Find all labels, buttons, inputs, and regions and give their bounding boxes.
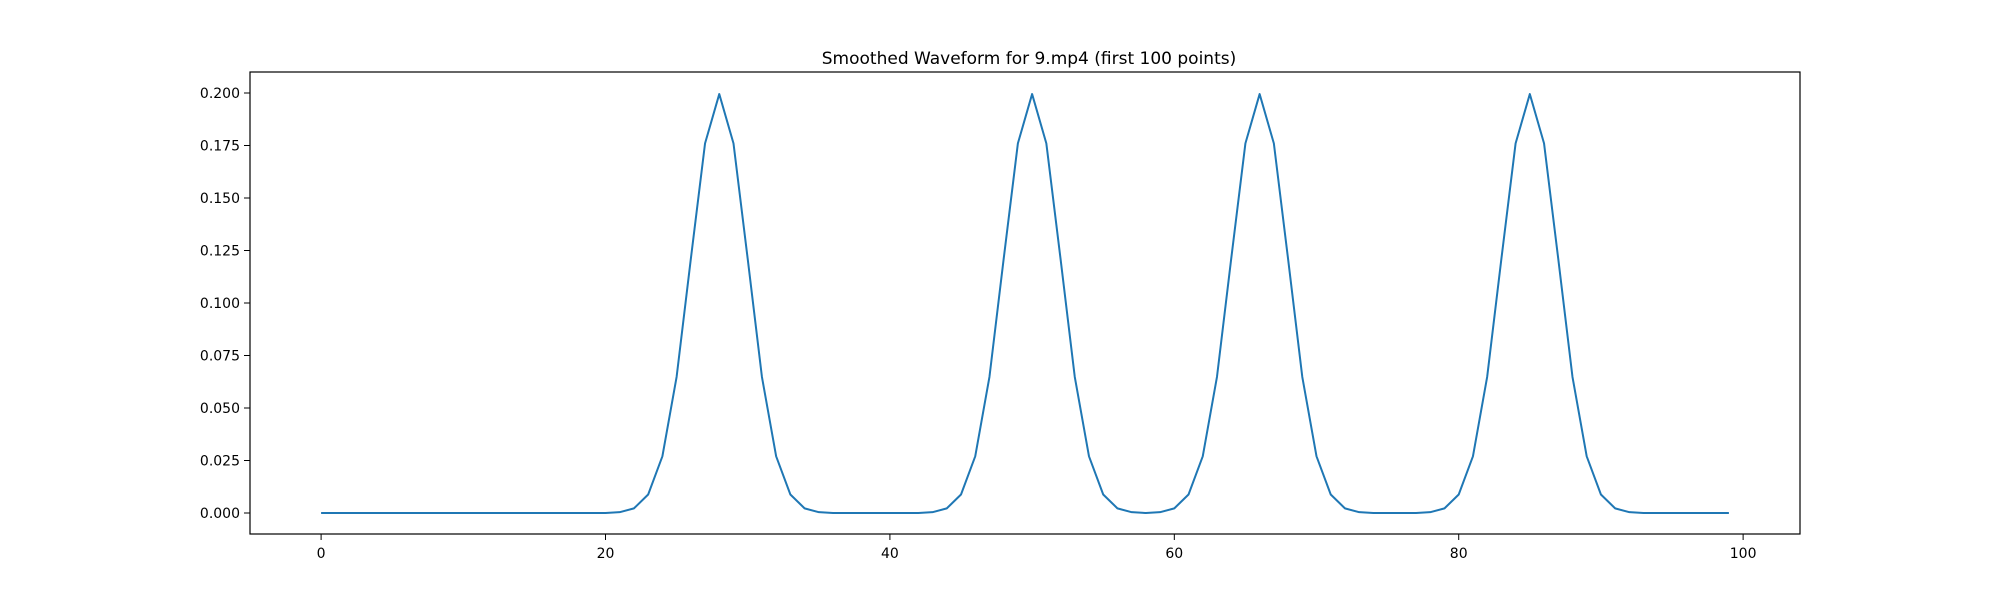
y-tick-label: 0.075 xyxy=(200,349,240,365)
plot-frame xyxy=(249,71,1801,535)
x-tick-label: 20 xyxy=(597,546,615,562)
x-tick-label: 100 xyxy=(1730,546,1757,562)
chart-title: Smoothed Waveform for 9.mp4 (first 100 p… xyxy=(822,49,1236,69)
x-axis: 0 20 40 60 80 100 xyxy=(317,534,1757,562)
y-axis: 0.000 0.025 0.050 0.075 0.100 0.125 0.150 0.175… xyxy=(200,86,250,522)
x-tick-label: 60 xyxy=(1165,546,1183,562)
y-tick-label: 0.000 xyxy=(200,506,240,522)
y-tick-label: 0.175 xyxy=(200,139,240,155)
y-tick-label: 0.200 xyxy=(200,86,240,102)
x-tick-label: 40 xyxy=(881,546,899,562)
x-tick-label: 0 xyxy=(317,546,326,562)
y-tick-label: 0.050 xyxy=(200,401,240,417)
y-tick-label: 0.150 xyxy=(200,191,240,207)
x-tick-label: 80 xyxy=(1450,546,1468,562)
y-tick-label: 0.025 xyxy=(200,454,240,470)
waveform-line xyxy=(321,93,1729,514)
y-tick-label: 0.100 xyxy=(200,296,240,312)
y-tick-label: 0.125 xyxy=(200,244,240,260)
